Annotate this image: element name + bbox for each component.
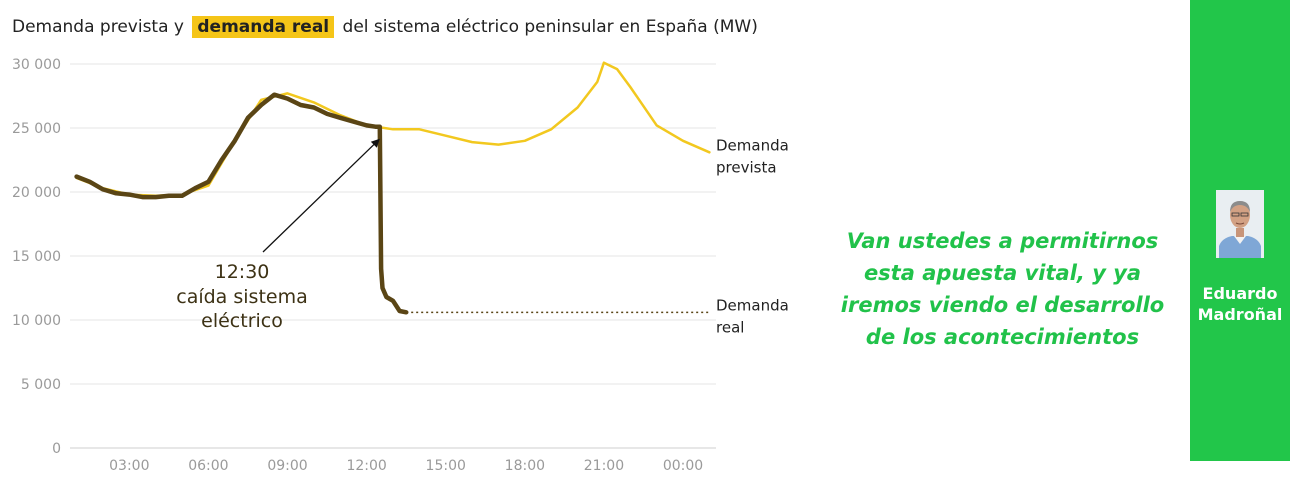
- avatar: [1216, 190, 1264, 258]
- demand-line-chart: 30 000 25 000 20 000 15 000 10 000 5 000 0 03:…: [12, 57, 789, 474]
- grid-lines: [70, 63, 716, 449]
- x-tick-label: 15:00: [426, 458, 466, 474]
- x-tick-label: 00:00: [663, 458, 703, 474]
- actual-demand-line: [74, 92, 409, 315]
- x-tick-label: 09:00: [267, 458, 307, 474]
- annotation-arrow-line: [262, 142, 377, 253]
- series-label: Demanda: [716, 136, 789, 154]
- y-tick-label: 25 000: [12, 121, 61, 137]
- y-axis-ticks: 30 000 25 000 20 000 15 000 10 000 5 000 0: [12, 57, 61, 457]
- series-label: real: [716, 318, 744, 336]
- quote-text: Van ustedes a permitirnos esta apuesta v…: [830, 225, 1175, 353]
- annotation-arrowhead: [370, 138, 380, 148]
- series-lines: [74, 61, 711, 315]
- author-first-name: Eduardo: [1202, 284, 1278, 303]
- title-highlight: demanda real: [192, 16, 335, 38]
- x-tick-label: 12:00: [346, 458, 386, 474]
- series-label: Demanda: [716, 296, 789, 314]
- author-sidebar: Eduardo Madroñal: [1190, 0, 1290, 461]
- x-axis-ticks: 03:00 06:00 09:00 12:00 15:00 18:00 21:00 00:00: [109, 458, 703, 474]
- y-tick-label: 20 000: [12, 185, 61, 201]
- quote-line: iremos viendo el desarrollo: [840, 293, 1165, 317]
- chart-title: Demanda prevista y demanda real del sist…: [12, 16, 758, 38]
- x-tick-label: 21:00: [584, 458, 624, 474]
- title-text-before: Demanda prevista y: [12, 17, 184, 37]
- y-tick-label: 15 000: [12, 249, 61, 265]
- x-tick-label: 18:00: [505, 458, 545, 474]
- forecast-demand-line: [75, 61, 711, 198]
- quote-line: Van ustedes a permitirnos: [846, 229, 1159, 253]
- annotation-time: 12:30: [215, 261, 270, 283]
- author-name: Eduardo Madroñal: [1190, 283, 1290, 325]
- title-text-after: del sistema eléctrico peninsular en Espa…: [342, 17, 758, 37]
- person-avatar-icon: [1216, 190, 1264, 258]
- annotation-label: caída sistema: [176, 286, 307, 308]
- quote-line: esta apuesta vital, y ya: [863, 261, 1142, 285]
- y-tick-label: 0: [52, 441, 61, 457]
- series-labels: Demanda prevista Demanda real: [716, 136, 789, 336]
- series-label: prevista: [716, 158, 777, 176]
- x-tick-label: 03:00: [109, 458, 149, 474]
- x-tick-label: 06:00: [188, 458, 228, 474]
- y-tick-label: 30 000: [12, 57, 61, 73]
- author-last-name: Madroñal: [1197, 305, 1283, 324]
- y-tick-label: 5 000: [21, 377, 61, 393]
- y-tick-label: 10 000: [12, 313, 61, 329]
- annotation-label: eléctrico: [201, 310, 283, 332]
- quote-line: de los acontecimientos: [865, 325, 1140, 349]
